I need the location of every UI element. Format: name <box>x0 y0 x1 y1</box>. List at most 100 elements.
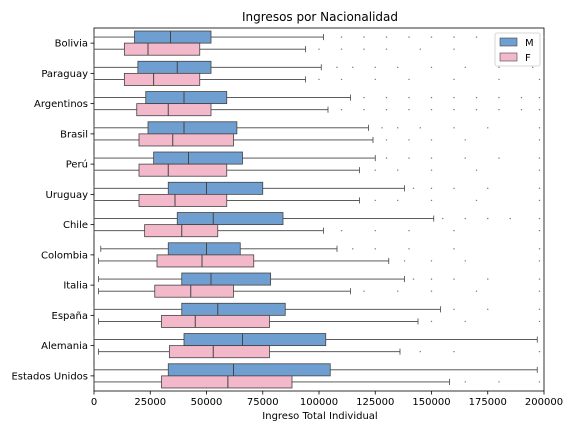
outlier-point <box>318 48 320 50</box>
box-M-11 <box>93 363 538 377</box>
outlier-point <box>374 248 376 250</box>
outlier-point <box>538 248 541 250</box>
outlier-point <box>453 350 455 353</box>
outlier-point <box>538 108 541 111</box>
category-label: Uruguay <box>46 190 89 201</box>
box-iqr <box>123 42 201 56</box>
outlier-point <box>408 248 410 250</box>
outlier-point <box>363 96 365 99</box>
outlier-point <box>430 108 433 111</box>
category-label: Italia <box>63 281 88 292</box>
outlier-point <box>538 308 541 311</box>
outlier-point <box>487 217 489 220</box>
outlier-point <box>464 217 466 220</box>
outlier-point <box>412 278 415 280</box>
outlier-point <box>464 320 466 323</box>
outlier-point <box>385 96 388 99</box>
outlier-point <box>538 290 541 292</box>
outlier-point <box>430 199 433 202</box>
outlier-point <box>487 278 489 280</box>
outlier-point <box>498 96 500 99</box>
outlier-point <box>538 350 541 353</box>
outlier-point <box>498 66 500 69</box>
outlier-point <box>408 157 410 159</box>
outlier-point <box>336 66 338 69</box>
outlier-point <box>430 139 433 141</box>
outlier-point <box>408 108 410 111</box>
box-iqr <box>138 193 228 207</box>
outlier-point <box>340 36 343 38</box>
box-F-11 <box>93 375 541 389</box>
box-M-7 <box>100 242 541 256</box>
outlier-point <box>442 217 444 220</box>
outlier-point <box>498 108 500 111</box>
outlier-point <box>397 199 399 202</box>
box-F-5 <box>93 193 541 207</box>
category-label: España <box>52 311 88 322</box>
box-F-10 <box>98 345 541 359</box>
outlier-point <box>374 66 376 69</box>
outlier-point <box>538 157 541 159</box>
outlier-point <box>487 187 489 190</box>
x-tick-label: 200000 <box>525 397 563 408</box>
box-iqr <box>123 72 201 86</box>
box-iqr <box>167 181 264 195</box>
outlier-point <box>453 127 455 129</box>
category-label: Bolivia <box>55 39 88 50</box>
outlier-point <box>430 36 433 38</box>
outlier-point <box>538 139 541 141</box>
outlier-point <box>538 96 541 99</box>
box-F-7 <box>98 254 541 268</box>
box-F-6 <box>93 224 541 238</box>
box-iqr <box>181 272 272 286</box>
box-iqr <box>181 302 286 316</box>
outlier-point <box>487 308 489 311</box>
outlier-point <box>453 248 455 250</box>
outlier-point <box>538 187 541 190</box>
legend-swatch-M <box>499 37 518 47</box>
box-iqr <box>183 333 327 347</box>
box-iqr <box>167 242 241 256</box>
x-tick-label: 150000 <box>412 397 450 408</box>
outlier-point <box>538 78 541 81</box>
outlier-point <box>453 78 455 81</box>
outlier-point <box>408 139 410 141</box>
category-label: Estados Unidos <box>11 371 88 382</box>
outlier-point <box>397 66 399 69</box>
legend-swatch-F <box>499 52 518 62</box>
outlier-point <box>453 229 455 232</box>
outlier-point <box>538 260 541 262</box>
category-label: Chile <box>63 220 88 231</box>
outlier-point <box>408 229 410 232</box>
category-label: Colombia <box>41 250 88 261</box>
outlier-point <box>385 108 388 111</box>
legend-label-F: F <box>525 53 531 64</box>
legend: MF <box>494 32 541 67</box>
outlier-point <box>430 96 433 99</box>
box-iqr <box>145 91 228 105</box>
outlier-point <box>397 127 399 129</box>
outlier-point <box>430 157 433 159</box>
box-M-4 <box>93 151 541 165</box>
outlier-point <box>408 36 410 38</box>
box-iqr <box>176 212 284 226</box>
outlier-point <box>363 36 365 38</box>
outlier-point <box>430 66 433 69</box>
outlier-point <box>397 290 399 292</box>
x-tick-label: 175000 <box>469 397 507 408</box>
outlier-point <box>498 157 500 159</box>
outlier-point <box>419 48 421 50</box>
box-F-3 <box>93 133 541 147</box>
outlier-point <box>385 48 388 50</box>
box-M-5 <box>93 181 541 195</box>
outlier-point <box>453 36 455 38</box>
outlier-point <box>363 290 365 292</box>
x-tick-label: 50000 <box>191 397 223 408</box>
outlier-point <box>475 36 478 38</box>
outlier-point <box>475 199 478 202</box>
outlier-point <box>538 381 541 383</box>
box-iqr <box>156 254 255 268</box>
outlier-point <box>453 108 455 111</box>
outlier-point <box>352 248 354 250</box>
